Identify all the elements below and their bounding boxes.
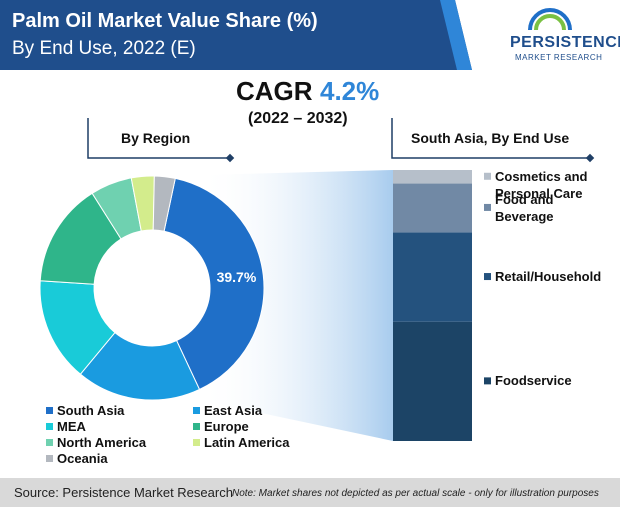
legend-swatch xyxy=(193,439,200,446)
bar-segment xyxy=(393,232,472,322)
bracket-dot xyxy=(225,153,235,163)
footer-band xyxy=(0,478,620,507)
cagr-label: CAGR xyxy=(236,76,313,106)
bar-segment xyxy=(393,321,472,441)
logo-tagline: MARKET RESEARCH xyxy=(515,53,603,62)
header-stripe xyxy=(440,0,472,70)
legend-swatch xyxy=(484,273,491,281)
title: Palm Oil Market Value Share (%) xyxy=(12,10,318,32)
bar-segment xyxy=(393,170,472,184)
legend-swatch xyxy=(484,203,491,211)
logo-name: PERSISTENCE xyxy=(510,34,620,51)
legend-swatch xyxy=(46,423,53,430)
source: Source: Persistence Market Research xyxy=(14,485,233,500)
legend-label: Foodservice xyxy=(495,373,572,389)
legend-label: Cosmetics and Personal Care xyxy=(495,168,588,201)
header-band xyxy=(0,0,472,70)
legend-label: Retail/Household xyxy=(495,269,602,285)
legend-label: North America xyxy=(57,435,147,450)
pie-title: By Region xyxy=(121,130,191,146)
legend-label: South Asia xyxy=(57,403,125,418)
legend-label: Latin America xyxy=(204,435,290,450)
bracket-dot xyxy=(585,153,595,163)
legend-swatch xyxy=(46,455,53,462)
bar-title: South Asia, By End Use xyxy=(411,130,570,146)
legend-label: Oceania xyxy=(57,451,108,466)
legend-label: Food and Beverage xyxy=(495,191,554,224)
slice-label: 39.7% xyxy=(217,269,257,285)
logo-icon xyxy=(528,8,572,31)
legend-label: MEA xyxy=(57,419,86,434)
legend-swatch xyxy=(484,377,491,385)
legend-swatch xyxy=(193,407,200,414)
region-bracket xyxy=(87,118,230,159)
legend-label: Europe xyxy=(204,419,249,434)
pie-slice xyxy=(163,177,265,391)
legend-swatch xyxy=(46,407,53,414)
legend-swatch xyxy=(193,423,200,430)
cagr-value: 4.2% xyxy=(320,76,380,106)
legend-label: East Asia xyxy=(204,403,263,418)
pie-slice xyxy=(152,175,176,232)
note: Note: Market shares not depicted as per … xyxy=(232,488,599,499)
subtitle: By End Use, 2022 (E) xyxy=(12,38,196,59)
legend-swatch xyxy=(484,172,491,180)
bar-segment xyxy=(393,183,472,233)
cagr-period: (2022 – 2032) xyxy=(248,110,348,127)
legend-swatch xyxy=(46,439,53,446)
enduse-bracket xyxy=(391,118,590,159)
